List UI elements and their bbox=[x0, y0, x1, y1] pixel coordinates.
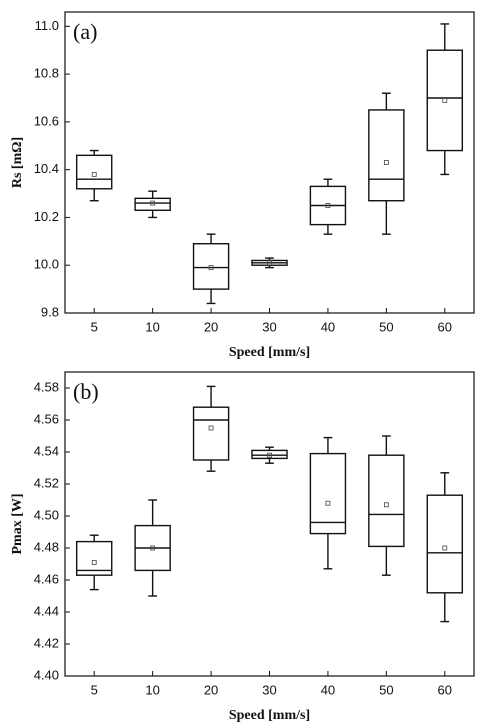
mean-marker bbox=[442, 97, 448, 103]
mean-marker bbox=[150, 200, 156, 206]
x-tick-label: 10 bbox=[145, 319, 159, 334]
box bbox=[192, 243, 230, 290]
box bbox=[426, 494, 464, 594]
box bbox=[368, 454, 405, 548]
y-tick-label: 4.48 bbox=[34, 539, 59, 554]
box bbox=[75, 540, 113, 576]
y-tick-label: 4.54 bbox=[34, 443, 59, 458]
mean-marker bbox=[91, 172, 97, 177]
mean-marker bbox=[383, 502, 389, 508]
mean-marker bbox=[383, 160, 389, 165]
y-tick-label: 10.6 bbox=[34, 113, 59, 128]
y-tick-label: 4.58 bbox=[34, 379, 59, 394]
y-tick-label: 10.4 bbox=[34, 161, 59, 176]
x-tick-label: 20 bbox=[204, 319, 218, 334]
y-tick-label: 4.46 bbox=[34, 571, 59, 586]
x-tick-label: 5 bbox=[91, 319, 98, 334]
x-tick-label: 30 bbox=[262, 682, 276, 697]
box bbox=[368, 109, 405, 202]
y-axis-title: Pmax [W] bbox=[10, 493, 25, 554]
x-axis-title: Speed [mm/s] bbox=[229, 345, 310, 360]
box bbox=[309, 452, 347, 535]
mean-marker bbox=[208, 425, 214, 431]
x-tick-label: 60 bbox=[438, 682, 452, 697]
x-tick-label: 30 bbox=[262, 319, 276, 334]
y-tick-label: 10.2 bbox=[34, 209, 59, 224]
x-tick-label: 40 bbox=[321, 682, 335, 697]
y-tick-label: 4.52 bbox=[34, 475, 59, 490]
x-tick-label: 60 bbox=[438, 319, 452, 334]
y-tick-label: 4.42 bbox=[34, 635, 59, 650]
x-tick-label: 50 bbox=[379, 682, 393, 697]
x-tick-label: 40 bbox=[321, 319, 335, 334]
panel-label: (a) bbox=[73, 19, 97, 44]
x-tick-label: 20 bbox=[204, 682, 218, 697]
box bbox=[192, 406, 230, 461]
y-tick-label: 10.0 bbox=[34, 257, 59, 272]
panel-label: (b) bbox=[73, 379, 99, 404]
y-axis-title: Rs [mΩ] bbox=[10, 137, 25, 188]
plot-frame bbox=[64, 371, 475, 677]
mean-marker bbox=[91, 560, 97, 565]
x-tick-label: 50 bbox=[379, 319, 393, 334]
mean-marker bbox=[325, 500, 331, 506]
y-tick-label: 4.40 bbox=[34, 667, 59, 682]
mean-marker bbox=[150, 545, 156, 551]
x-tick-label: 5 bbox=[91, 682, 98, 697]
y-tick-label: 4.56 bbox=[34, 411, 59, 426]
x-tick-label: 10 bbox=[145, 682, 159, 697]
box bbox=[134, 197, 171, 211]
x-axis-title: Speed [mm/s] bbox=[229, 708, 310, 723]
y-tick-label: 4.44 bbox=[34, 603, 59, 618]
mean-marker bbox=[325, 203, 331, 208]
box bbox=[251, 449, 288, 460]
y-tick-label: 9.8 bbox=[41, 304, 59, 319]
mean-marker bbox=[267, 260, 272, 266]
mean-marker bbox=[208, 265, 214, 271]
box bbox=[426, 49, 464, 152]
mean-marker bbox=[442, 545, 448, 551]
y-tick-label: 10.8 bbox=[34, 66, 59, 81]
y-tick-label: 11.0 bbox=[35, 18, 59, 33]
mean-marker bbox=[267, 452, 272, 458]
y-tick-label: 4.50 bbox=[34, 507, 59, 522]
